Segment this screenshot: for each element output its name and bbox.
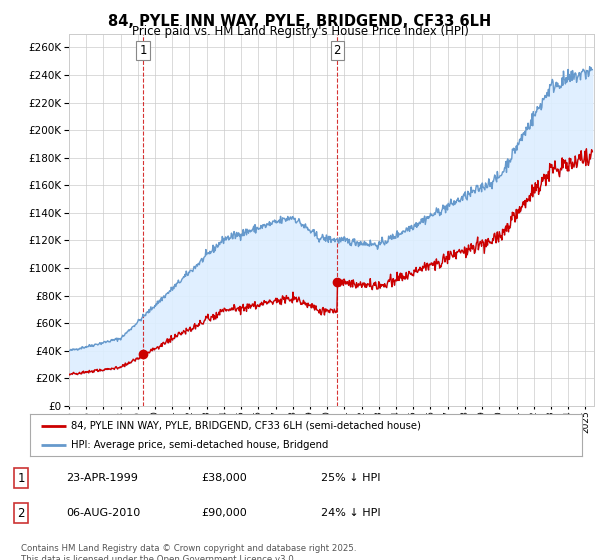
Text: 24% ↓ HPI: 24% ↓ HPI — [321, 508, 380, 518]
Text: 25% ↓ HPI: 25% ↓ HPI — [321, 473, 380, 483]
Text: 84, PYLE INN WAY, PYLE, BRIDGEND, CF33 6LH: 84, PYLE INN WAY, PYLE, BRIDGEND, CF33 6… — [109, 14, 491, 29]
Text: £90,000: £90,000 — [201, 508, 247, 518]
Text: HPI: Average price, semi-detached house, Bridgend: HPI: Average price, semi-detached house,… — [71, 440, 329, 450]
Text: 2: 2 — [334, 44, 341, 57]
Text: Contains HM Land Registry data © Crown copyright and database right 2025.
This d: Contains HM Land Registry data © Crown c… — [21, 544, 356, 560]
Text: £38,000: £38,000 — [201, 473, 247, 483]
Text: 06-AUG-2010: 06-AUG-2010 — [66, 508, 140, 518]
Text: 23-APR-1999: 23-APR-1999 — [66, 473, 138, 483]
Text: 84, PYLE INN WAY, PYLE, BRIDGEND, CF33 6LH (semi-detached house): 84, PYLE INN WAY, PYLE, BRIDGEND, CF33 6… — [71, 421, 421, 431]
Text: 2: 2 — [17, 507, 25, 520]
Text: 1: 1 — [139, 44, 147, 57]
Text: Price paid vs. HM Land Registry's House Price Index (HPI): Price paid vs. HM Land Registry's House … — [131, 25, 469, 38]
Text: 1: 1 — [17, 472, 25, 484]
